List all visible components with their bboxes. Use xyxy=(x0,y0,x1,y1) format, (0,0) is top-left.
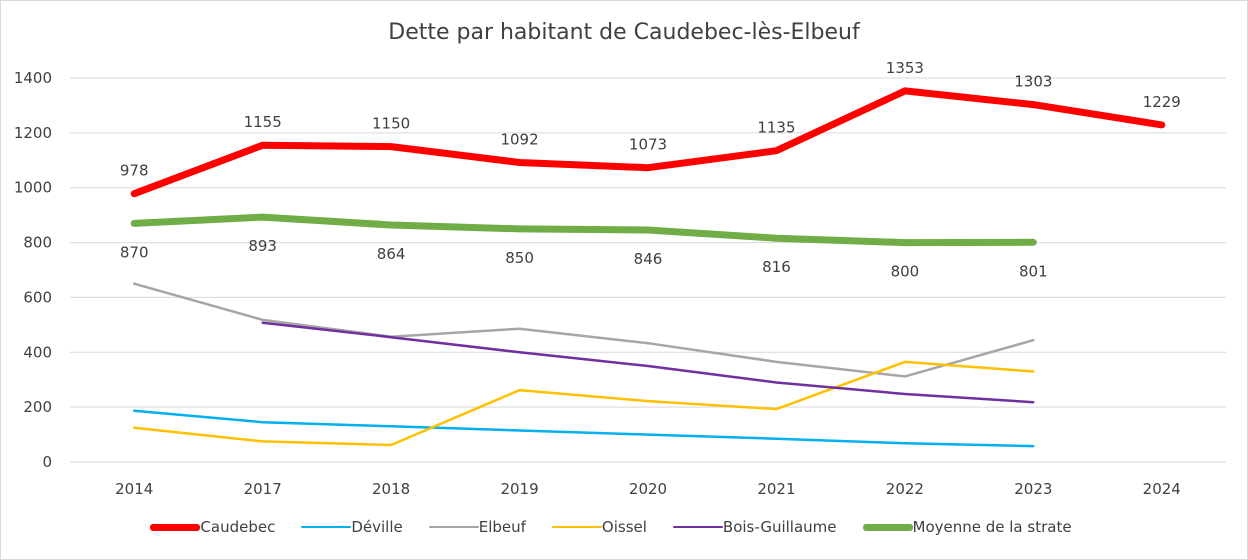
legend-label: Elbeuf xyxy=(478,518,526,536)
legend-item-moyenne-de-la-strate: Moyenne de la strate xyxy=(862,518,1072,536)
series-line-oissel xyxy=(132,360,1035,447)
x-tick-label: 2017 xyxy=(244,480,282,498)
legend-label: Moyenne de la strate xyxy=(912,518,1072,536)
x-tick-label: 2023 xyxy=(1014,480,1052,498)
legend-swatch xyxy=(428,525,479,529)
series-line-deville xyxy=(132,409,1035,448)
y-tick-label: 0 xyxy=(42,453,52,471)
y-axis-ticks: 0 200 400 600 800 1000 1200 1400 xyxy=(14,69,52,471)
x-tick-label: 2019 xyxy=(500,480,538,498)
series-line-caudebec xyxy=(130,87,1166,198)
legend-label: Déville xyxy=(351,518,403,536)
legend-label: Bois-Guillaume xyxy=(722,518,837,536)
data-label-caudebec: 1073 xyxy=(629,136,667,154)
data-label-moyenne-de-la-strate: 800 xyxy=(891,263,920,281)
legend-swatch xyxy=(301,525,352,529)
y-tick-label: 600 xyxy=(23,288,52,306)
legend-item-elbeuf: Elbeuf xyxy=(428,518,526,536)
data-label-caudebec: 1150 xyxy=(372,115,410,133)
x-tick-label: 2022 xyxy=(886,480,924,498)
data-label-caudebec: 1135 xyxy=(757,119,795,137)
data-label-caudebec: 1155 xyxy=(244,113,282,131)
x-tick-label: 2021 xyxy=(757,480,795,498)
series-line-moyenne-de-la-strate xyxy=(130,213,1037,247)
chart-title: Dette par habitant de Caudebec-lès-Elbeu… xyxy=(388,20,860,45)
y-tick-label: 1200 xyxy=(14,124,52,142)
data-label-caudebec: 1353 xyxy=(886,59,924,77)
x-tick-label: 2020 xyxy=(629,480,667,498)
legend-label: Caudebec xyxy=(200,518,276,536)
data-label-caudebec: 1303 xyxy=(1014,73,1052,91)
x-tick-label: 2014 xyxy=(115,480,153,498)
data-label-moyenne-de-la-strate: 816 xyxy=(762,258,791,276)
legend-swatch xyxy=(150,523,201,531)
data-label-moyenne-de-la-strate: 893 xyxy=(248,237,277,255)
gridlines xyxy=(70,77,1226,463)
x-tick-label: 2018 xyxy=(372,480,410,498)
data-label-moyenne-de-la-strate: 801 xyxy=(1019,262,1048,280)
legend-swatch xyxy=(672,525,723,529)
data-label-moyenne-de-la-strate: 846 xyxy=(634,250,663,268)
legend-item-caudebec: Caudebec xyxy=(150,518,275,536)
x-axis-ticks: 2014 2017 2018 2019 2020 2021 2022 2023 2024 xyxy=(115,480,1181,498)
legend-item-deville: Déville xyxy=(301,518,403,536)
data-label-moyenne-de-la-strate: 864 xyxy=(377,245,406,263)
y-tick-label: 1400 xyxy=(14,69,52,87)
y-tick-label: 1000 xyxy=(14,179,52,197)
data-label-caudebec: 1229 xyxy=(1143,93,1181,111)
x-tick-label: 2024 xyxy=(1143,480,1181,498)
data-label-moyenne-de-la-strate: 870 xyxy=(120,243,149,261)
series-lines xyxy=(130,87,1166,448)
y-tick-label: 200 xyxy=(23,398,52,416)
legend: Caudebec Déville Elbeuf Oissel Bois-Guillaum… xyxy=(0,518,1248,536)
data-labels: 978 1155 1150 1092 1073 1135 1353 1303 1229 870 89… xyxy=(120,59,1181,281)
legend-swatch xyxy=(862,523,913,531)
data-label-moyenne-de-la-strate: 850 xyxy=(505,249,534,267)
legend-label: Oissel xyxy=(601,518,647,536)
series-line-bois-guillaume xyxy=(261,321,1035,404)
data-label-caudebec: 1092 xyxy=(500,130,538,148)
legend-item-bois-guillaume: Bois-Guillaume xyxy=(672,518,837,536)
y-tick-label: 800 xyxy=(23,234,52,252)
data-label-caudebec: 978 xyxy=(120,162,149,180)
legend-item-oissel: Oissel xyxy=(551,518,647,536)
legend-swatch xyxy=(551,525,602,529)
y-tick-label: 400 xyxy=(23,343,52,361)
series-line-elbeuf xyxy=(132,282,1035,378)
